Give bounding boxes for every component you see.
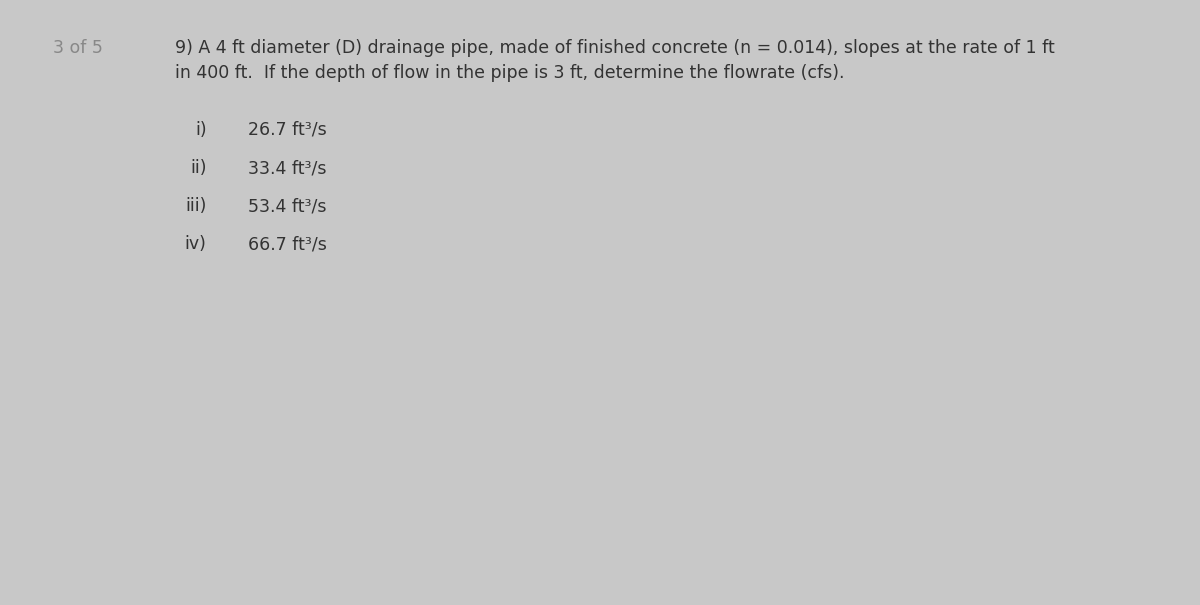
Text: ii): ii): [190, 159, 206, 177]
Text: 9) A 4 ft diameter (D) drainage pipe, made of finished concrete (n = 0.014), slo: 9) A 4 ft diameter (D) drainage pipe, ma…: [175, 39, 1055, 57]
Text: 66.7 ft³/s: 66.7 ft³/s: [248, 235, 326, 253]
Text: iv): iv): [185, 235, 206, 253]
Text: 3 of 5: 3 of 5: [54, 39, 103, 57]
Text: 26.7 ft³/s: 26.7 ft³/s: [248, 121, 326, 139]
Text: 53.4 ft³/s: 53.4 ft³/s: [248, 197, 326, 215]
Text: in 400 ft.  If the depth of flow in the pipe is 3 ft, determine the flowrate (cf: in 400 ft. If the depth of flow in the p…: [175, 64, 845, 82]
Text: 33.4 ft³/s: 33.4 ft³/s: [248, 159, 326, 177]
Text: iii): iii): [185, 197, 206, 215]
Text: i): i): [194, 121, 206, 139]
